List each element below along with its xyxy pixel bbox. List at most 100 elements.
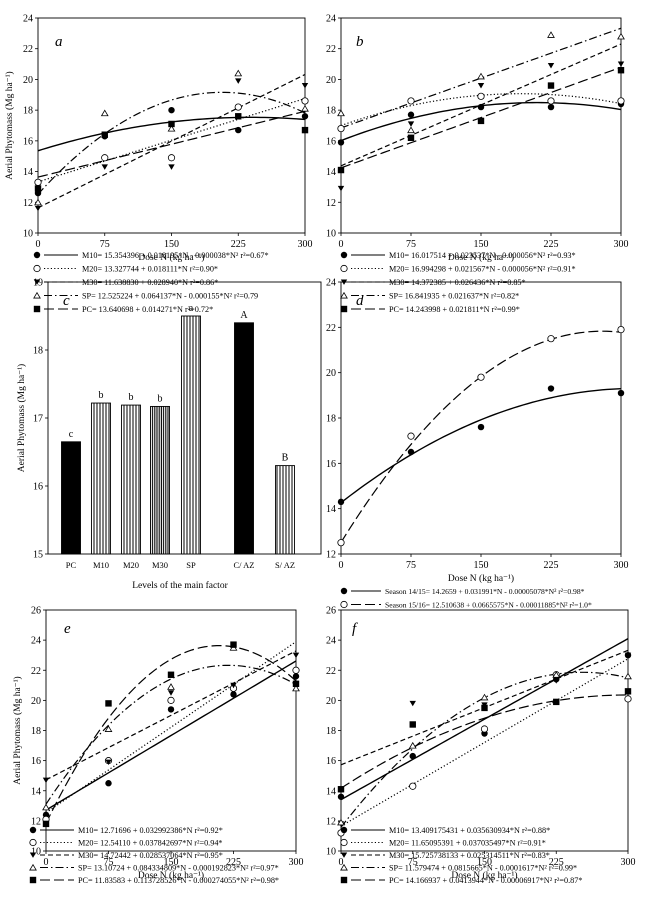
data-point-pc: [337, 166, 345, 174]
x-tick-label: 150: [474, 560, 489, 571]
data-point-m30: [337, 185, 345, 192]
bar-m20: [121, 404, 141, 555]
legend-marker: [33, 264, 41, 273]
legend-entry: M30= 11.638830 + 0.028940*N r²=0.86*: [33, 278, 218, 287]
legend-equation: M30= 14.72442 + 0.028537064*N r²=0.95*: [78, 851, 223, 860]
data-point-sp: [407, 126, 415, 134]
y-tick-label: 12: [23, 198, 33, 209]
y-tick-label: 18: [326, 726, 336, 737]
x-tick-label: M20: [123, 560, 139, 570]
y-tick-label: 14: [326, 504, 336, 515]
x-tick-label: 150: [164, 857, 179, 868]
data-point-pc: [235, 113, 242, 120]
x-tick-label: 0: [44, 857, 49, 868]
fit-line-m20: [46, 641, 296, 814]
legend-entry: PC= 14.243998 + 0.021811*N r²=0.99*: [340, 305, 520, 314]
legend-entry: M30= 14.372385 + 0.026436*N r²=0.85*: [340, 278, 526, 287]
legend-marker: [340, 264, 348, 273]
data-point-m30: [547, 63, 555, 69]
panel-f: 10 12 14 16 18 20 22 24 26 0 75 150 225 300 Dose N (kg…: [326, 606, 636, 886]
data-point-pc: [481, 704, 488, 712]
x-tick-label: 225: [549, 857, 564, 868]
y-tick-label: 20: [23, 75, 33, 86]
y-tick-label: 24: [23, 14, 33, 25]
legend-entry: M30= 15.725738133 + 0.025314511*N r²=0.8…: [340, 851, 550, 860]
x-tick-label: 300: [289, 857, 304, 868]
x-tick-label: 300: [614, 560, 629, 571]
bar-significance-label: b: [158, 393, 163, 404]
bar-c-az: [234, 322, 254, 555]
panel-b: 10 12 14 16 18 20 22 24 0 75 150 225 300 Dose N (kg h…: [326, 14, 629, 315]
legend-entry: SP= 11.579474 + 0.0815665*N - 0.0001617*…: [340, 864, 577, 873]
legend-entry: M10= 13.409175431 + 0.035630934*N r²=0.8…: [340, 826, 550, 835]
bar-significance-label: b: [129, 392, 134, 403]
fit-line-season-15-16: [341, 330, 621, 543]
legend-marker: [340, 291, 348, 299]
x-tick-label: 150: [164, 239, 179, 250]
data-point-m20: [34, 178, 42, 186]
data-point-m30: [301, 83, 309, 89]
legend-equation: M30= 14.372385 + 0.026436*N r²=0.85*: [389, 278, 526, 287]
x-tick-label: 225: [231, 239, 246, 250]
data-point-m30: [292, 652, 300, 659]
legend-marker: [29, 826, 37, 834]
x-tick-label: SP: [186, 560, 196, 570]
legend-marker: [340, 251, 348, 259]
data-point-pc: [553, 698, 560, 706]
legend-equation: M10= 16.017514 + 0.023537*N - 0.000056*N…: [389, 251, 576, 260]
data-point-season-15-16: [477, 373, 485, 381]
data-point-m30: [230, 682, 237, 689]
x-tick-label: C/ AZ: [233, 560, 254, 570]
data-point-sp: [337, 109, 345, 117]
fit-line-m20: [341, 658, 628, 827]
panel-letter: b: [356, 34, 364, 50]
data-point-pc: [105, 700, 112, 707]
data-point-m20: [409, 782, 417, 790]
y-tick-label: 20: [326, 75, 336, 86]
y-tick-label: 19: [33, 278, 43, 289]
data-point-season-14-15: [617, 389, 625, 397]
data-point-pc: [301, 126, 309, 134]
y-tick-label: 20: [31, 696, 41, 707]
legend-equation: M20= 16.994298 + 0.021567*N - 0.000056*N…: [389, 265, 576, 274]
y-tick-label: 24: [326, 636, 336, 647]
data-point-m10: [230, 691, 237, 698]
data-point-m20: [292, 666, 300, 674]
x-tick-label: 0: [36, 239, 41, 250]
legend-equation: M30= 11.638830 + 0.028940*N r²=0.86*: [82, 278, 218, 287]
x-tick-label: PC: [66, 560, 77, 570]
data-point-m10: [292, 673, 300, 680]
legend-entry: M20= 16.994298 + 0.021567*N - 0.000056*N…: [340, 264, 576, 274]
data-point-season-15-16: [547, 335, 555, 343]
bar-sp: [181, 315, 201, 555]
legend-equation: SP= 16.841935 + 0.021637*N r²=0.82*: [389, 292, 519, 301]
y-tick-label: 16: [326, 136, 336, 147]
legend-entry: SP= 12.525224 + 0.064137*N - 0.000155*N²…: [33, 292, 258, 301]
legend-equation: Season 14/15= 14.2659 + 0.031991*N - 0.0…: [385, 587, 585, 596]
fit-line-sp: [341, 27, 621, 129]
y-tick-label: 16: [23, 136, 33, 147]
x-tick-label: 225: [544, 239, 559, 250]
y-tick-label: 16: [326, 459, 336, 470]
data-point-sp: [167, 683, 175, 690]
y-tick-label: 12: [31, 816, 41, 827]
legend-equation: M10= 12.71696 + 0.032992386*N r²=0.92*: [78, 826, 223, 835]
y-tick-label: 14: [23, 167, 33, 178]
data-point-m30: [42, 777, 50, 784]
y-tick-label: 10: [31, 847, 41, 858]
legend-marker: [340, 838, 348, 847]
legend-marker: [29, 852, 37, 858]
legend-equation: Season 15/16= 12.510638 + 0.0665575*N - …: [385, 601, 592, 610]
data-point-sp: [234, 69, 243, 77]
data-point-m20: [477, 92, 485, 100]
data-point-m30: [407, 121, 415, 127]
legend-marker: [340, 876, 348, 884]
data-point-m20: [480, 725, 489, 733]
legend-marker: [340, 852, 348, 858]
data-point-m10: [301, 113, 309, 120]
x-axis-label: Dose N (kg ha⁻¹): [138, 252, 204, 263]
legend-entry: SP= 16.841935 + 0.021637*N r²=0.82*: [340, 291, 519, 301]
data-point-pc: [337, 786, 345, 793]
legend-entry: PC= 11.83583 + 0.113728526*N - 0.0002740…: [29, 876, 279, 885]
